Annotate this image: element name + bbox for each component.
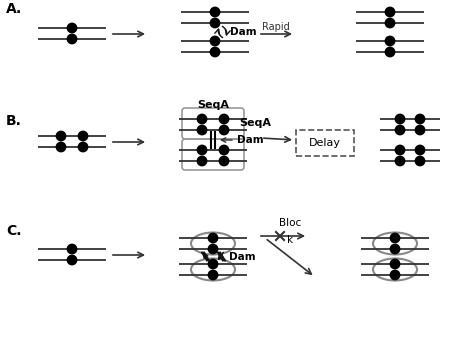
Circle shape <box>209 270 218 280</box>
Circle shape <box>210 36 219 46</box>
Text: SeqA: SeqA <box>197 100 229 110</box>
Circle shape <box>210 7 219 17</box>
Text: Dam: Dam <box>229 251 255 262</box>
Circle shape <box>219 156 228 166</box>
Text: C.: C. <box>6 224 21 238</box>
Circle shape <box>67 245 76 253</box>
Circle shape <box>391 245 400 253</box>
Circle shape <box>56 143 65 152</box>
Circle shape <box>395 114 404 124</box>
Circle shape <box>416 114 425 124</box>
Circle shape <box>209 234 218 242</box>
Circle shape <box>79 143 88 152</box>
Circle shape <box>385 7 394 17</box>
Circle shape <box>209 245 218 253</box>
Circle shape <box>219 114 228 124</box>
Text: Bloc: Bloc <box>279 218 301 228</box>
Circle shape <box>416 145 425 154</box>
Circle shape <box>67 256 76 264</box>
Text: SeqA: SeqA <box>239 118 271 128</box>
Circle shape <box>416 156 425 166</box>
Circle shape <box>198 145 207 154</box>
Circle shape <box>391 259 400 268</box>
Circle shape <box>198 114 207 124</box>
Circle shape <box>219 126 228 135</box>
Text: B.: B. <box>6 114 22 128</box>
Text: Dam: Dam <box>230 27 256 37</box>
Circle shape <box>391 270 400 280</box>
Text: k: k <box>287 235 293 245</box>
Circle shape <box>395 145 404 154</box>
Circle shape <box>219 145 228 154</box>
Circle shape <box>56 131 65 141</box>
Circle shape <box>416 126 425 135</box>
Circle shape <box>198 156 207 166</box>
Circle shape <box>395 156 404 166</box>
Circle shape <box>210 18 219 28</box>
Circle shape <box>391 234 400 242</box>
Circle shape <box>198 126 207 135</box>
Circle shape <box>79 131 88 141</box>
Circle shape <box>395 126 404 135</box>
Circle shape <box>385 18 394 28</box>
Circle shape <box>209 259 218 268</box>
Text: A.: A. <box>6 2 22 16</box>
Circle shape <box>385 47 394 57</box>
Circle shape <box>67 23 76 33</box>
Text: Delay: Delay <box>309 138 341 148</box>
Text: Dam: Dam <box>237 135 264 145</box>
Text: Rapid: Rapid <box>262 22 290 32</box>
Circle shape <box>385 36 394 46</box>
Circle shape <box>67 34 76 44</box>
Circle shape <box>210 47 219 57</box>
